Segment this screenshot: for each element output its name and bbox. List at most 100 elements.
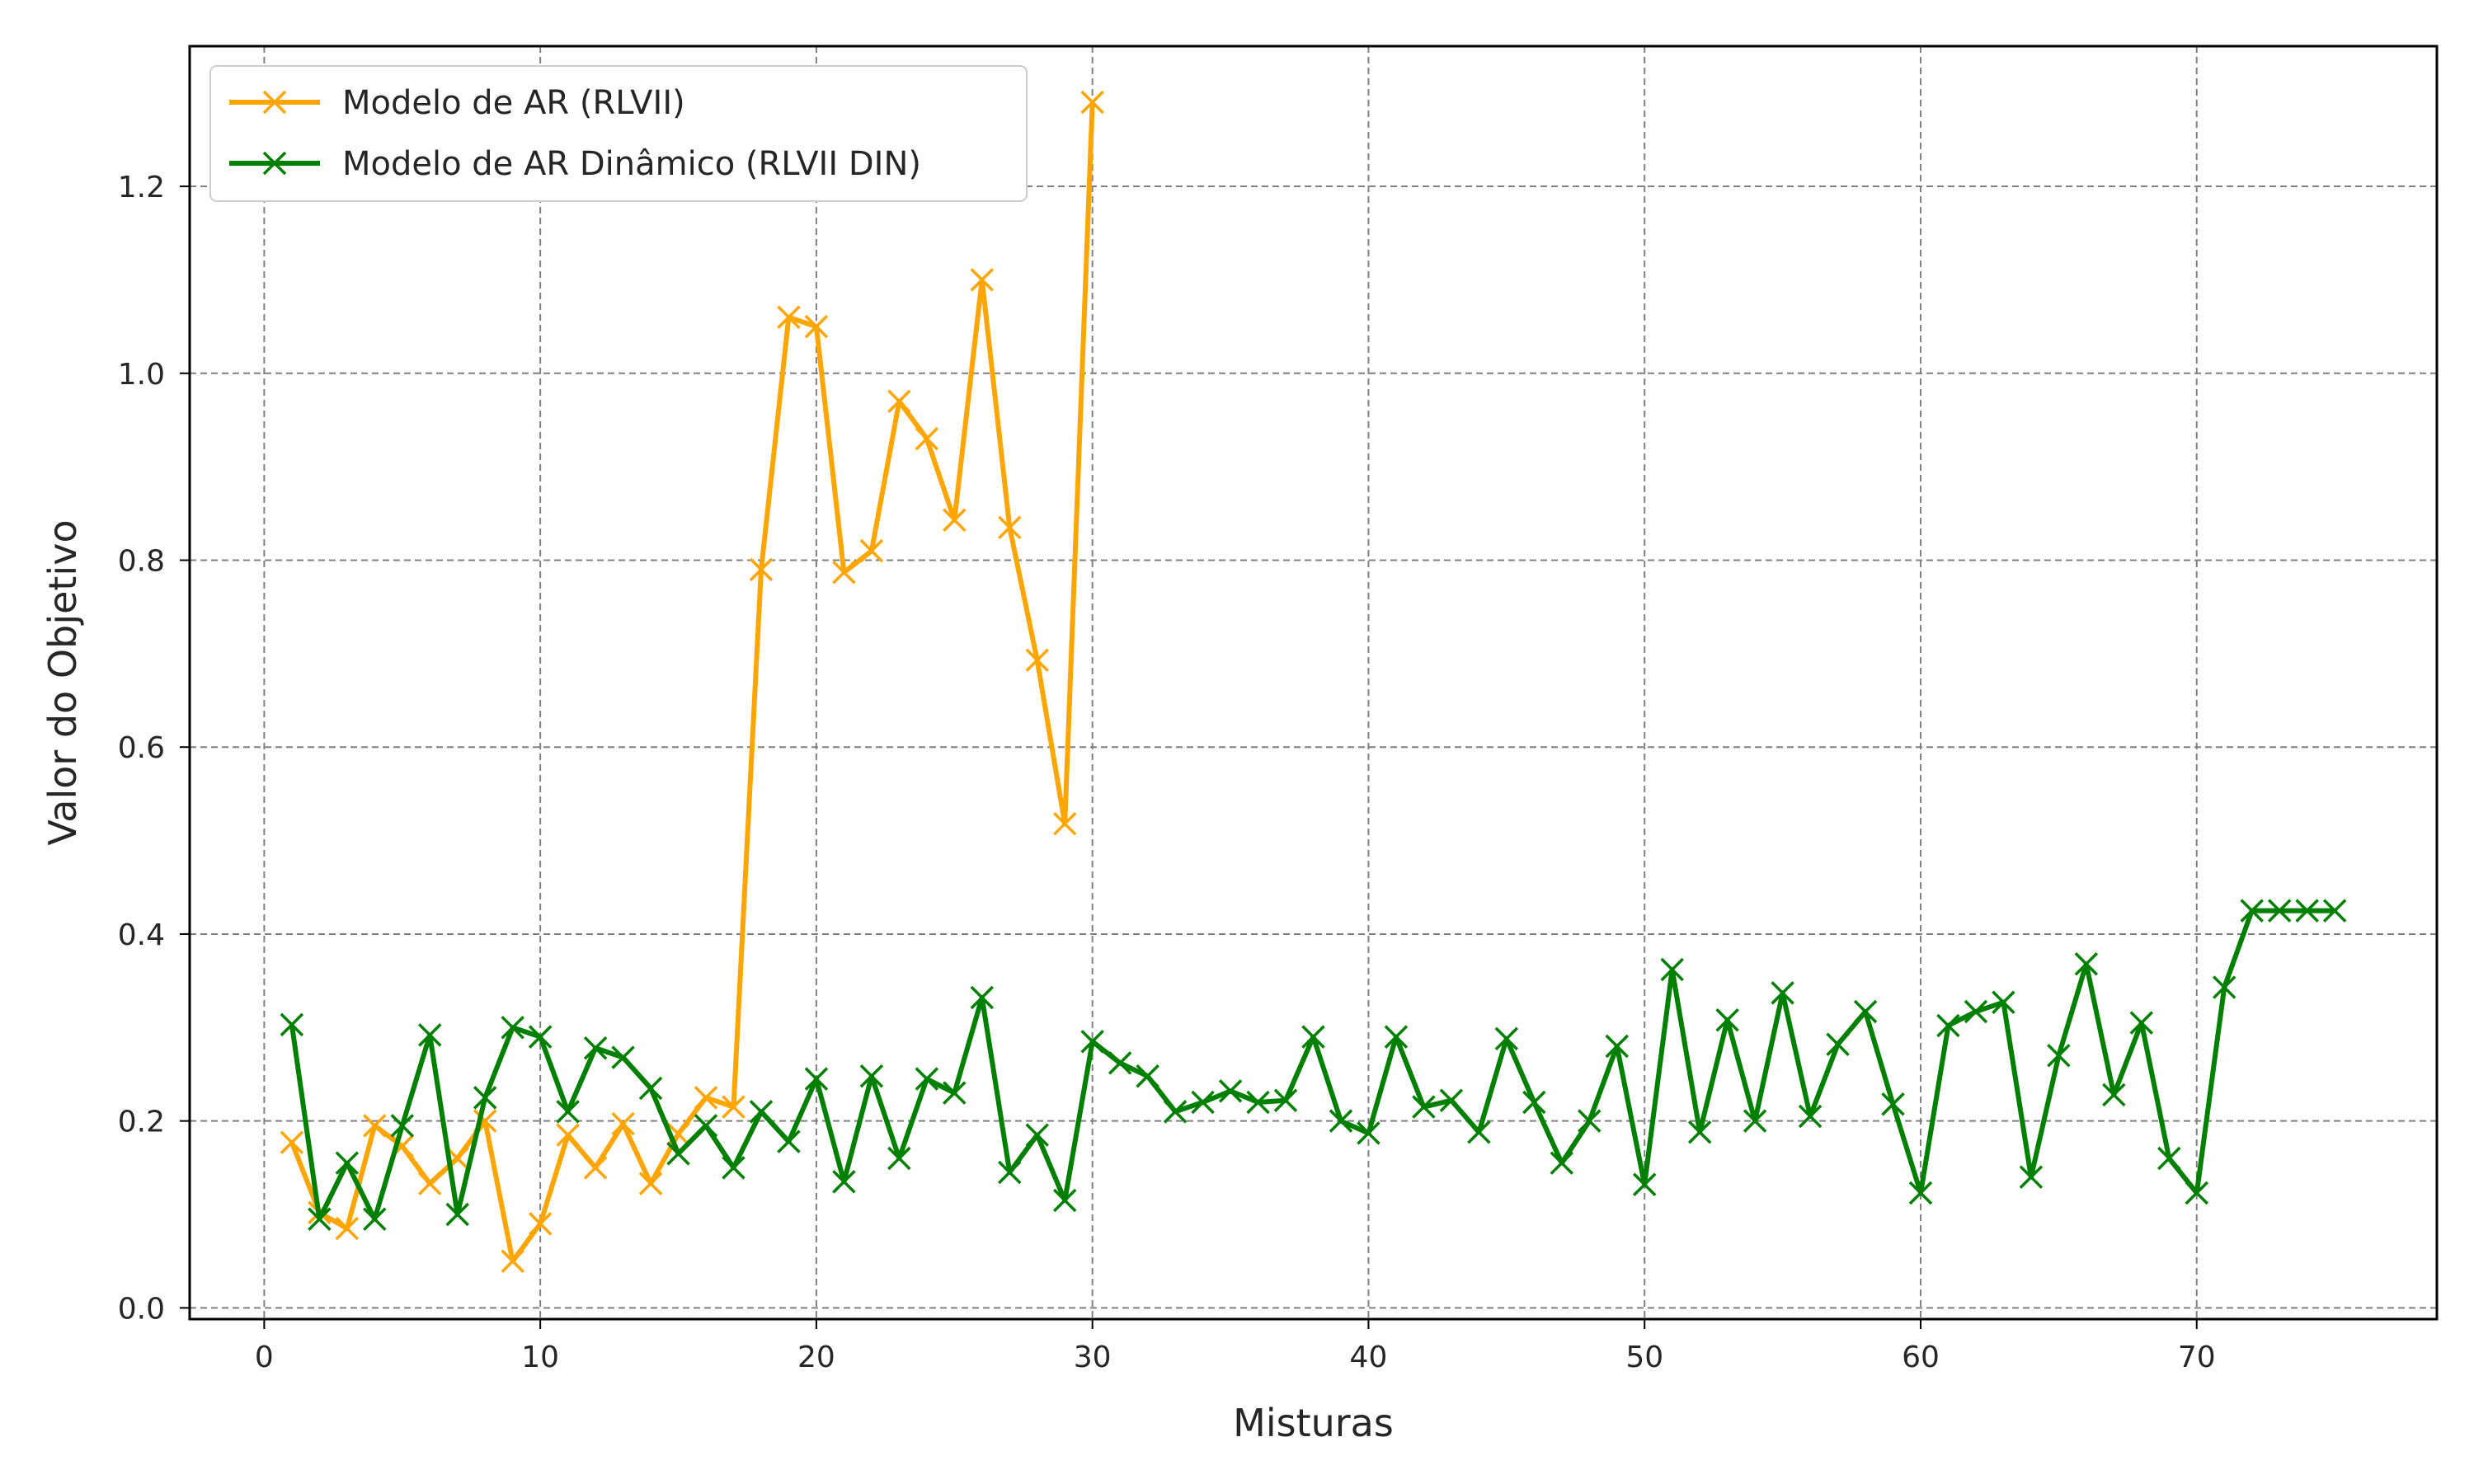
data-point (804, 314, 829, 339)
x-axis-title: Misturas (1233, 1401, 1394, 1445)
data-point (418, 1023, 442, 1047)
data-point (1578, 1109, 1602, 1133)
data-point (611, 1045, 635, 1069)
series-2 (280, 899, 2347, 1231)
data-point (335, 1151, 360, 1175)
y-tick-label: 1.0 (118, 358, 165, 392)
y-tick-label: 0.0 (118, 1292, 165, 1326)
data-point (280, 1130, 304, 1154)
legend: Modelo de AR (RLVII) Modelo de AR Dinâmic… (209, 65, 1028, 202)
x-tick-label: 0 (255, 1341, 274, 1374)
data-point (280, 1012, 304, 1037)
data-point (363, 1207, 387, 1231)
data-point (1384, 1025, 1409, 1049)
data-point (638, 1076, 663, 1101)
data-point (859, 1064, 884, 1088)
data-point (1632, 1172, 1657, 1196)
y-tick-label: 1.2 (118, 171, 165, 204)
data-point (1246, 1090, 1270, 1115)
data-point (943, 508, 967, 532)
data-point (1715, 1008, 1739, 1032)
data-point (2102, 1082, 2126, 1107)
data-point (335, 1216, 360, 1241)
data-point (722, 1156, 745, 1180)
data-point (363, 1114, 387, 1138)
data-point (473, 1086, 497, 1110)
data-point (915, 426, 939, 451)
data-point (2267, 899, 2292, 923)
data-point (1357, 1121, 1380, 1145)
data-point (2240, 899, 2264, 923)
data-point (832, 560, 856, 585)
data-point (583, 1156, 608, 1180)
data-point (2074, 951, 2099, 976)
data-point (666, 1142, 690, 1166)
data-point (1025, 1123, 1049, 1147)
data-point (1853, 999, 1878, 1024)
data-point (998, 515, 1022, 540)
data-point (1163, 1100, 1188, 1124)
data-point (1439, 1088, 1464, 1112)
data-point (2047, 1044, 2071, 1068)
data-point (418, 1172, 442, 1195)
data-point (943, 1081, 967, 1105)
y-tick-label: 0.6 (118, 731, 165, 765)
legend-box (209, 65, 1028, 202)
data-point (1136, 1064, 1159, 1088)
data-point (1025, 648, 1049, 673)
data-point (1191, 1090, 1215, 1115)
y-axis-title: Valor do Objetivo (40, 519, 85, 845)
data-point (777, 305, 801, 329)
data-point (1964, 999, 1988, 1024)
data-point (694, 1114, 718, 1138)
data-point (722, 1095, 745, 1119)
data-point (777, 1129, 801, 1153)
data-point (2322, 899, 2347, 923)
data-point (583, 1036, 608, 1060)
y-tick-label: 0.4 (118, 918, 165, 952)
legend-swatch-marker (262, 151, 287, 176)
series-1 (280, 90, 1104, 1273)
data-point (1992, 990, 2015, 1014)
x-tick-label: 70 (2178, 1341, 2216, 1374)
x-tick-label: 50 (1625, 1341, 1663, 1374)
data-point (1605, 1034, 1629, 1059)
data-point (887, 1146, 911, 1171)
data-point (1108, 1051, 1132, 1075)
data-point (915, 1067, 939, 1091)
legend-label: Modelo de AR Dinâmico (RLVII DIN) (342, 145, 921, 183)
data-point (556, 1123, 580, 1147)
legend-label: Modelo de AR (RLVII) (342, 84, 685, 122)
data-point (1550, 1151, 1574, 1175)
data-point (2019, 1165, 2044, 1189)
data-point (556, 1100, 580, 1124)
data-point (2295, 899, 2319, 923)
data-point (1080, 1030, 1104, 1054)
data-point (1301, 1025, 1325, 1049)
data-point (390, 1114, 415, 1138)
data-point (1273, 1088, 1298, 1112)
data-point (887, 389, 911, 414)
data-point (2129, 1011, 2154, 1035)
series-layer (280, 90, 2347, 1273)
data-point (501, 1016, 524, 1040)
plot-frame (188, 45, 2439, 1321)
data-point (308, 1207, 332, 1231)
data-point (638, 1172, 663, 1195)
y-tick-label: 0.8 (118, 544, 165, 578)
data-point (832, 1170, 856, 1194)
data-point (859, 538, 884, 563)
data-point (1052, 811, 1077, 836)
data-point (998, 1160, 1022, 1185)
data-point (970, 985, 995, 1010)
data-point (1660, 957, 1684, 982)
data-point (1826, 1032, 1850, 1056)
data-point (1798, 1104, 1823, 1129)
data-point (2185, 1181, 2208, 1205)
data-point (1522, 1090, 1546, 1115)
legend-items: Modelo de AR (RLVII) Modelo de AR Dinâmic… (229, 84, 921, 183)
y-tick-label: 0.2 (118, 1106, 165, 1139)
data-point (1936, 1013, 1960, 1038)
